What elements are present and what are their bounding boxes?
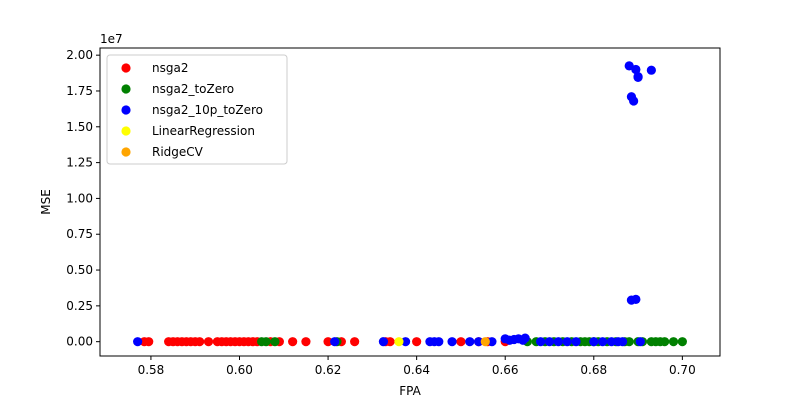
legend-label: RidgeCV [152,145,204,159]
point-nsga2-10p-tozero [447,337,457,347]
point-nsga2 [203,337,214,347]
point-nsga2 [288,337,298,347]
y-tick-label: 0.25 [66,299,93,313]
y-tick-label: 2.00 [66,48,93,62]
x-tick-label: 0.68 [580,363,607,377]
legend: nsga2 nsga2_toZero nsga2_10p_toZero LinearR… [106,54,288,165]
point-nsga2-10p-tozero [617,337,628,347]
point-nsga2-10p-tozero [635,337,645,347]
point-nsga2 [301,337,311,347]
legend-label: nsga2 [152,61,188,75]
point-nsga2-10p-tozero [487,337,497,347]
point-nsga2-tozero [270,337,280,347]
x-tick-label: 0.64 [403,363,430,377]
point-nsga2-10p-tozero [133,337,143,347]
legend-box [106,54,288,165]
y-tick-label: 0.00 [66,335,93,349]
point-nsga2-10p-tozero [400,337,411,347]
point-ridgecv [480,337,490,347]
x-tick-label: 0.60 [226,363,253,377]
legend-marker [121,147,131,157]
point-nsga2-10p-tozero [474,337,484,347]
point-nsga2 [323,337,333,347]
legend-label: nsga2_toZero [152,82,234,96]
y-offset-text: 1e7 [100,32,123,46]
point-nsga2-10p-tozero [589,337,599,347]
y-tick-label: 1.50 [66,120,93,134]
x-tick-label: 0.58 [138,363,165,377]
point-nsga2-10p-tozero [434,337,444,347]
legend-marker [121,126,131,136]
data-points [133,61,687,347]
point-nsga2 [144,337,154,347]
point-nsga2-10p-tozero [606,337,617,347]
point-nsga2-tozero [261,337,271,347]
point-nsga2-10p-tozero [562,337,572,347]
x-tick-label: 0.70 [669,363,696,377]
y-axis-label: MSE [39,189,53,215]
point-nsga2-10p-tozero [571,337,581,347]
point-nsga2-tozero [677,337,687,347]
point-nsga2-10p-tozero [629,96,639,106]
point-nsga2 [350,337,360,347]
point-nsga2-10p-tozero [646,65,656,75]
y-tick-label: 1.75 [66,84,93,98]
x-tick-label: 0.66 [492,363,519,377]
y-tick-label: 0.75 [66,227,93,241]
point-nsga2-10p-tozero [553,337,563,347]
y-axis-ticks: 0.00 0.25 0.50 0.75 1.00 1.25 1.50 1.75 2.00 [66,48,100,349]
point-nsga2 [385,337,395,347]
x-axis-label: FPA [399,384,421,398]
point-linearregression [394,337,404,347]
point-nsga2-10p-tozero [598,337,608,347]
x-tick-label: 0.62 [315,363,342,377]
point-nsga2-tozero [668,337,679,347]
x-axis-ticks: 0.58 0.60 0.62 0.64 0.66 0.68 0.70 [138,356,696,377]
point-nsga2-10p-tozero [631,64,641,75]
point-nsga2-10p-tozero [536,337,546,347]
y-tick-label: 1.00 [66,191,93,205]
y-tick-label: 0.50 [66,263,93,277]
point-nsga2 [456,337,466,347]
point-nsga2-10p-tozero [631,294,641,305]
point-nsga2 [195,337,205,347]
legend-label: LinearRegression [152,124,255,138]
point-nsga2-10p-tozero [520,333,530,343]
point-nsga2-10p-tozero [330,337,340,347]
legend-marker [121,84,131,94]
legend-marker [121,63,131,73]
point-nsga2-10p-tozero [378,337,389,347]
point-nsga2-tozero [660,337,670,347]
legend-label: nsga2_10p_toZero [152,103,263,117]
point-nsga2-10p-tozero [465,337,475,347]
point-nsga2-10p-tozero [633,72,643,82]
legend-marker [121,105,131,115]
point-nsga2-10p-tozero [544,337,555,347]
y-tick-label: 1.25 [66,156,93,170]
point-nsga2 [412,337,422,347]
point-nsga2-tozero [624,337,634,347]
